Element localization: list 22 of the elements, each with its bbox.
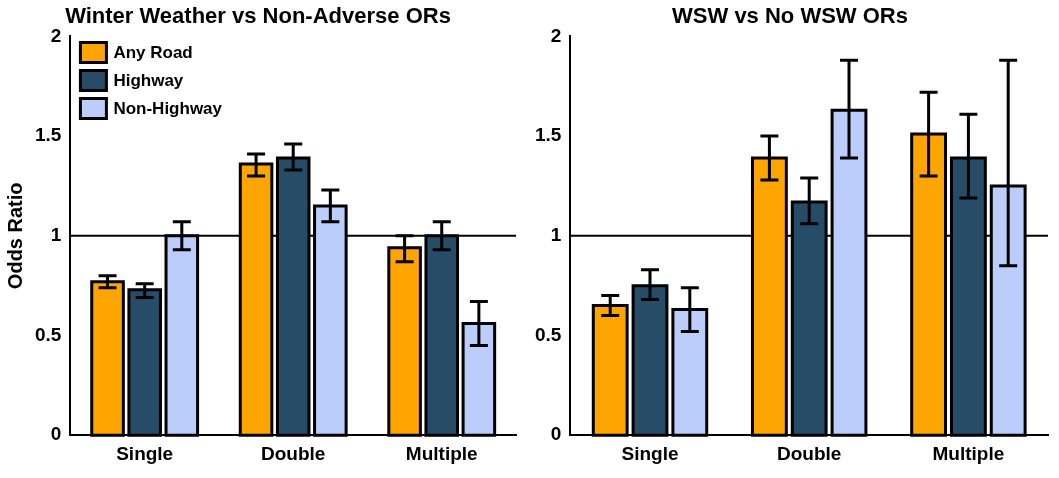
y-tick-label: 0.5 <box>534 323 562 345</box>
chart-title: WSW vs No WSW ORs <box>672 3 908 29</box>
legend-label: Any Road <box>113 43 193 63</box>
y-tick-label: 0 <box>50 423 62 445</box>
x-tick-label: Double <box>777 442 842 464</box>
y-tick-label: 1 <box>550 224 562 246</box>
chart-title: Winter Weather vs Non-Adverse ORs <box>65 3 451 29</box>
y-tick-label: 1 <box>50 224 62 246</box>
x-tick-label: Single <box>621 442 679 464</box>
legend-label: Highway <box>113 71 184 91</box>
y-tick-label: 0.5 <box>34 323 62 345</box>
y-tick-label: 1.5 <box>34 124 62 146</box>
x-tick-label: Multiple <box>405 442 478 464</box>
y-tick-label: 1.5 <box>534 124 562 146</box>
x-tick-label: Multiple <box>932 442 1005 464</box>
y-tick-label: 2 <box>50 24 62 46</box>
y-axis-title: Odds Ratio <box>3 182 26 290</box>
legend-label: Non-Highway <box>113 99 223 119</box>
x-tick-label: Double <box>261 442 326 464</box>
y-tick-label: 2 <box>550 24 562 46</box>
x-tick-label: Single <box>116 442 174 464</box>
y-tick-label: 0 <box>550 423 562 445</box>
